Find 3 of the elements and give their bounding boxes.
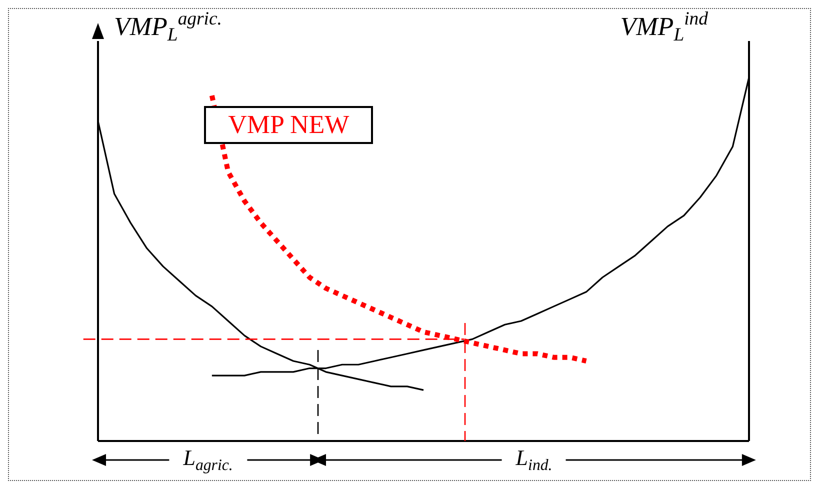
series-label: VMP NEW — [204, 106, 374, 144]
text: L$_{agric.}$ — [183, 445, 233, 474]
text: L$_{ind.}$ — [516, 445, 552, 474]
